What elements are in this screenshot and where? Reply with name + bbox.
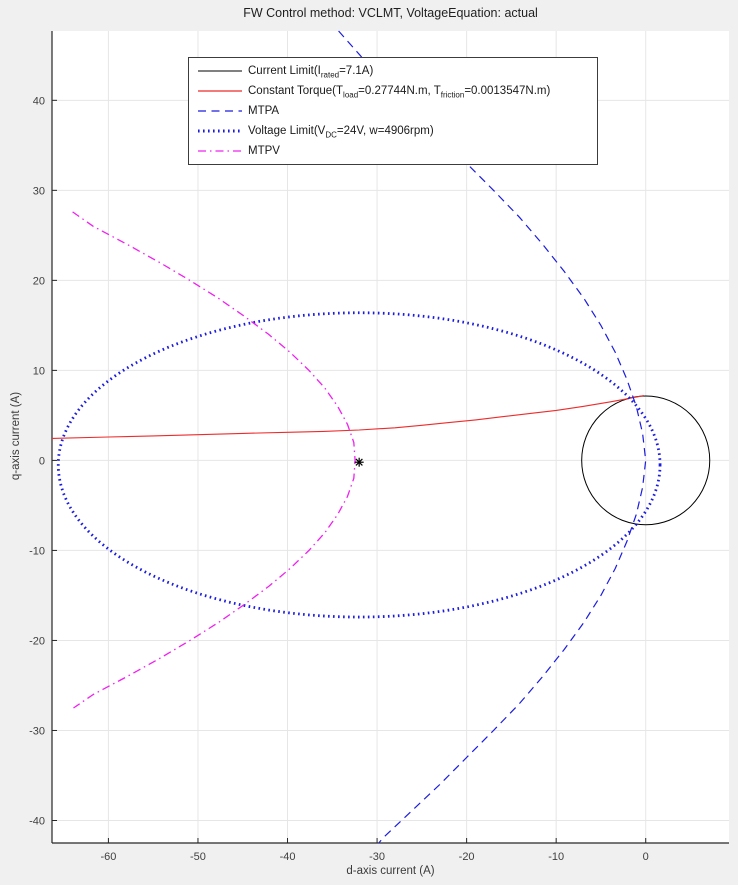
legend-label-sub: load: [343, 90, 359, 100]
legend-label-sub: rated: [320, 70, 340, 80]
curve-current-limit: [581, 395, 711, 526]
legend-line-sample-mtpa: [198, 110, 242, 112]
legend-label-text: Current Limit(I: [248, 65, 321, 77]
x-tick-label: -50: [190, 851, 206, 863]
curve-voltage-limit: [56, 311, 662, 619]
y-tick-label: 30: [33, 185, 45, 197]
curve-constant-torque: [51, 395, 645, 439]
x-tick-label: 0: [643, 851, 649, 863]
legend-label-text: MTPV: [248, 145, 280, 157]
legend-label-mtpv: MTPV: [248, 145, 280, 157]
legend-label-voltage-limit: Voltage Limit(VDC=24V, w=4906rpm): [248, 125, 434, 140]
y-tick-label: 20: [33, 275, 45, 287]
legend-box[interactable]: Current Limit(Irated=7.1A) Constant Torqu…: [188, 57, 598, 165]
legend-label-text: =24V, w=4906rpm): [336, 125, 434, 137]
x-tick-label: -40: [280, 851, 296, 863]
legend-label-text: =0.27744N.m, T: [358, 85, 441, 97]
marker-stroke: [355, 458, 363, 466]
legend-line-sample-mtpv: [198, 150, 242, 152]
y-axis-label: q-axis current (A): [10, 391, 22, 481]
legend-label-constant-torque: Constant Torque(Tload=0.27744N.m, Tfrict…: [248, 85, 551, 100]
y-tick-label: 0: [39, 455, 45, 467]
legend-label-current-limit: Current Limit(Irated=7.1A): [248, 65, 374, 80]
legend-label-mtpa: MTPA: [248, 105, 279, 117]
legend-label-text: MTPA: [248, 105, 280, 117]
legend-line-sample-voltage-limit: [198, 129, 242, 133]
legend-item-voltage-limit: Voltage Limit(VDC=24V, w=4906rpm): [189, 121, 597, 141]
legend-label-text: Voltage Limit(V: [248, 125, 326, 137]
legend-label-sub: DC: [325, 130, 337, 140]
x-tick-label: -30: [369, 851, 385, 863]
y-tick-label: 10: [33, 365, 45, 377]
x-tick-label: -10: [548, 851, 564, 863]
y-tick-label: -30: [29, 725, 45, 737]
legend-line-sample-current-limit: [198, 70, 242, 72]
y-tick-label: -40: [29, 815, 45, 827]
operating-point-marker: [354, 457, 364, 467]
legend-label-text: Constant Torque(T: [248, 85, 344, 97]
plot-title: FW Control method: VCLMT, VoltageEquatio…: [243, 6, 538, 20]
legend-label-sub: friction: [440, 90, 465, 100]
legend-item-constant-torque: Constant Torque(Tload=0.27744N.m, Tfrict…: [189, 81, 597, 101]
plot-area: [52, 31, 729, 843]
legend-label-text: =7.1A): [339, 65, 374, 77]
curve-mtpv: [72, 211, 356, 709]
curve-mtpa: [338, 30, 647, 844]
y-tick-label: -20: [29, 635, 45, 647]
y-tick-label: -10: [29, 545, 45, 557]
x-tick-label: -20: [459, 851, 475, 863]
x-tick-label: -60: [100, 851, 116, 863]
legend-item-mtpa: MTPA: [189, 101, 597, 121]
y-tick-label: 40: [33, 95, 45, 107]
x-axis-label: d-axis current (A): [346, 865, 435, 877]
legend-label-text: =0.0013547N.m): [464, 85, 551, 97]
legend-item-mtpv: MTPV: [189, 141, 597, 161]
legend-line-sample-constant-torque: [198, 90, 242, 92]
legend-item-current-limit: Current Limit(Irated=7.1A): [189, 61, 597, 81]
